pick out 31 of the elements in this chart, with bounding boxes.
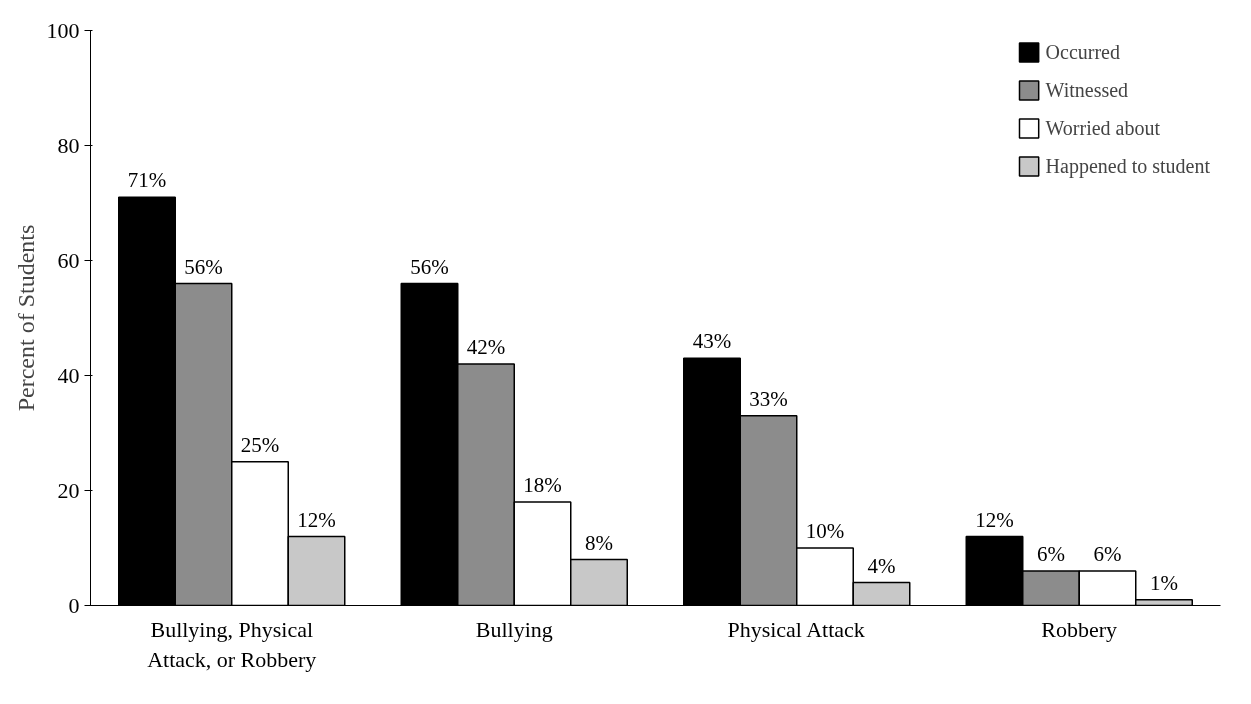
data-label: 33%	[749, 386, 788, 411]
y-tick-label: 60	[57, 247, 80, 273]
y-tick-label: 100	[46, 17, 80, 43]
x-tick-label: Physical Attack	[727, 616, 865, 642]
data-label: 42%	[466, 335, 506, 359]
data-label: 56%	[410, 254, 449, 279]
data-label: 12%	[297, 507, 336, 532]
data-label: 18%	[523, 473, 562, 497]
legend-label: Worried about	[1045, 116, 1161, 140]
legend-label: Occurred	[1045, 40, 1120, 64]
y-tick-label: 40	[57, 362, 80, 388]
data-label: 12%	[975, 507, 1014, 532]
legend-label: Witnessed	[1045, 78, 1129, 102]
x-tick-label: Robbery	[1041, 616, 1118, 642]
data-label: 10%	[805, 519, 845, 543]
data-label: 1%	[1150, 570, 1178, 595]
x-tick-label: Bullying	[475, 616, 553, 642]
data-label: 4%	[867, 553, 896, 578]
data-label: 25%	[240, 432, 280, 457]
data-label: 56%	[184, 254, 223, 279]
y-tick-label: 20	[57, 477, 80, 503]
y-tick-label: 80	[57, 132, 80, 158]
x-tick-label: Bullying, Physical Attack, or Robbery	[147, 616, 317, 672]
data-label: 8%	[585, 530, 613, 555]
y-axis-title: Percent of Students	[12, 224, 39, 412]
legend-label: Happened to student	[1045, 154, 1210, 178]
data-label: 6%	[1093, 542, 1122, 566]
data-label: 71%	[127, 168, 167, 193]
data-label: 43%	[692, 329, 732, 354]
data-label: 6%	[1037, 542, 1065, 566]
y-tick-label: 0	[68, 592, 80, 618]
